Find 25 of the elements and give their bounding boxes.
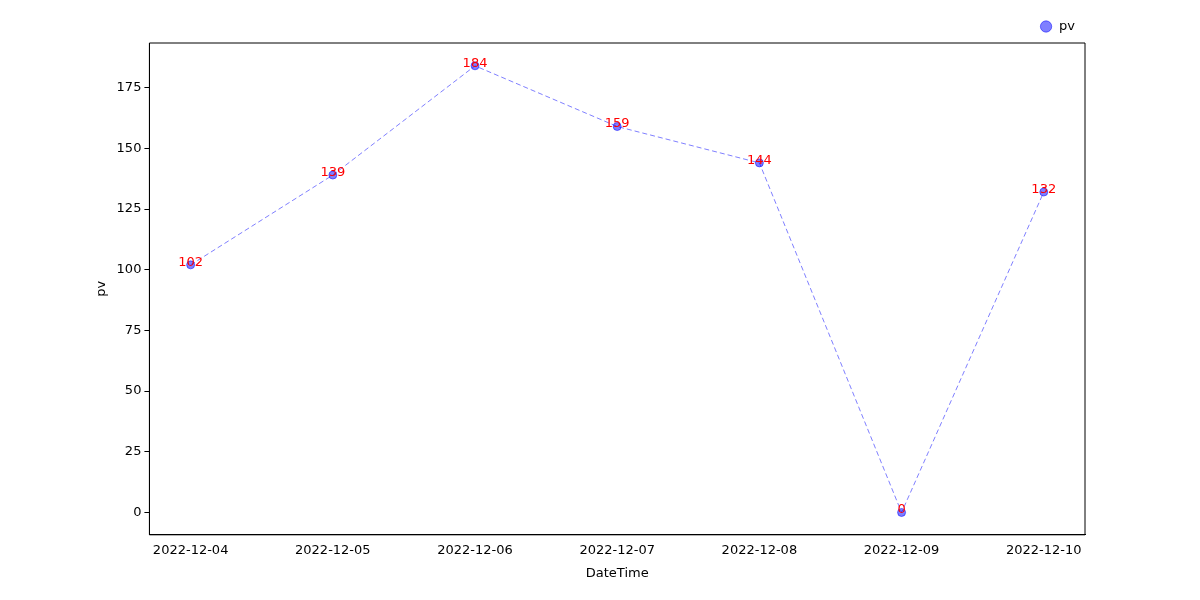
data-label: 159 [604, 115, 630, 131]
y-tick-label: 150 [116, 139, 142, 155]
y-tick-label: 100 [116, 261, 142, 277]
y-tick-label: 25 [124, 443, 142, 459]
y-tick-label: 75 [124, 321, 142, 337]
y-axis-title: pv [93, 280, 109, 297]
data-label: 184 [462, 54, 488, 70]
y-tick-label: 175 [116, 79, 142, 95]
y-tick-label: 50 [124, 382, 142, 398]
x-axis-title: DateTime [585, 564, 649, 580]
x-tick-label: 2022-12-09 [863, 541, 940, 557]
legend-label: pv [1059, 17, 1076, 33]
x-tick-label: 2022-12-10 [1005, 541, 1082, 557]
data-label: 144 [746, 151, 772, 167]
x-tick-label: 2022-12-05 [295, 541, 371, 557]
data-label: 0 [897, 501, 906, 517]
x-tick-label: 2022-12-08 [721, 541, 798, 557]
data-label: 102 [178, 253, 204, 269]
data-label: 139 [320, 163, 346, 179]
x-tick-label: 2022-12-06 [437, 541, 513, 557]
x-tick-label: 2022-12-07 [579, 541, 655, 557]
y-tick-label: 0 [133, 503, 142, 519]
data-label: 132 [1031, 180, 1057, 196]
y-tick-label: 125 [116, 200, 142, 216]
x-tick-label: 2022-12-04 [152, 541, 229, 557]
